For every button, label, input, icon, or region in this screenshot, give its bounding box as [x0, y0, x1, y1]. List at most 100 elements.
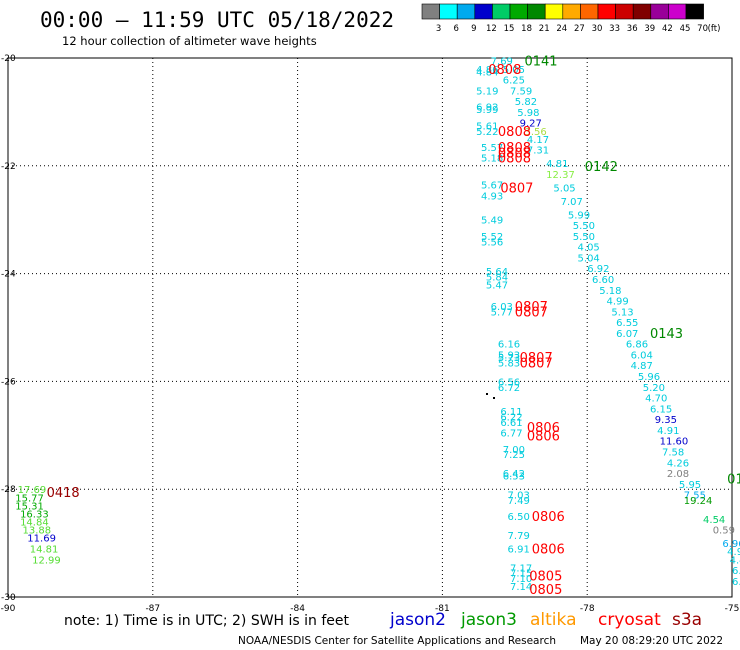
wave-height-label: 5.18 [599, 286, 621, 297]
wave-height-label: 5.19 [476, 86, 498, 97]
wave-height-label: 6.91 [508, 544, 530, 555]
wave-height-label: 14.84 [20, 518, 49, 529]
data-labels: 7.694.864.84 5.056.255.19 7.595.826.925.99… [15, 57, 740, 594]
wave-height-label: 4.98 [727, 547, 740, 558]
footer-note: note: 1) Time is in UTC; 2) SWH is in fe… [64, 613, 350, 629]
colorbar-label: 21 [539, 24, 550, 34]
y-tick-label: -22 [1, 162, 16, 172]
pass-time-label: 0805 [529, 569, 562, 584]
wave-height-label: 6.03 [491, 302, 513, 313]
wave-height-label: 5.77 [491, 307, 513, 318]
wave-height-label: 4.99 [607, 297, 629, 308]
wave-height-label: 7.58 [662, 447, 684, 458]
wave-height-label: 7.10 [510, 574, 532, 585]
wave-height-label: 5.95 [679, 480, 701, 491]
colorbar-label: 18 [521, 24, 532, 34]
track-marker [486, 393, 495, 399]
wave-height-label: 5.57 [481, 143, 503, 154]
wave-height-label: 9.35 [655, 415, 677, 426]
colorbar-swatch [580, 3, 599, 20]
pass-time-label: 0807 [515, 300, 548, 315]
wave-height-label: 7.25 [503, 450, 525, 461]
wave-height-label: 2.08 [667, 469, 689, 480]
wave-height-label: 6.07 [616, 329, 638, 340]
colorbar-label: 45 [680, 24, 691, 34]
wave-height-label: 7.15 [510, 569, 532, 580]
pass-time-label: 0806 [532, 542, 565, 557]
satellite-legend: jason2 jason3 altika cryosat s3a [389, 610, 702, 630]
pass-time-label: 0141 [524, 55, 557, 70]
colorbar-label: 30 [592, 24, 603, 34]
colorbar-label: 6 [453, 24, 458, 34]
wave-height-label: 6.96 [722, 539, 740, 550]
wave-height-label: 7.17 [510, 563, 532, 574]
pass-time-label: 0808 [498, 146, 531, 161]
colorbar-swatch [685, 3, 704, 20]
wave-height-label: 5.04 [578, 253, 600, 264]
colorbar-label: 42 [662, 24, 673, 34]
colorbar-label: 12 [486, 24, 497, 34]
wave-height-label: 5.52 [481, 232, 503, 243]
y-tick-label: -20 [1, 54, 16, 64]
pass-time-label: 0418 [47, 486, 80, 501]
wave-height-label: 5.49 [481, 216, 503, 227]
wave-height-label: 5.05 [553, 183, 575, 194]
wave-height-label: 4.17 [527, 135, 549, 146]
wave-height-label: 4.44 [730, 555, 740, 566]
colorbar-swatch [509, 3, 528, 20]
pass-time-label: 0143 [650, 327, 683, 342]
legend-s3a: s3a [672, 610, 702, 630]
wave-height-label: 6.50 [508, 512, 530, 523]
pass-time-label: 0808 [498, 152, 531, 167]
wave-height-label: 5.73 [498, 353, 520, 364]
pass-time-label: 0806 [527, 429, 560, 444]
plot-area: -90 -87 -84 -81 -78 -75 -20 -22 -24 -26 -28 -30 7.6… [1, 54, 740, 614]
wave-height-label: 3.56 [524, 127, 546, 138]
wave-height-label: 7.31 [527, 146, 549, 157]
x-tick-label: -78 [580, 604, 595, 614]
pass-time-label: 0805 [529, 583, 562, 598]
wave-height-label: 5.13 [611, 307, 633, 318]
wave-height-label: 7.55 [684, 491, 706, 502]
wave-height-label: 6.92 [587, 264, 609, 275]
plot-frame [7, 57, 733, 598]
colorbar-swatch [668, 3, 687, 20]
wave-height-label: 6.72 [498, 383, 520, 394]
colorbar-swatch [562, 3, 581, 20]
pass-time-label: 0808 [498, 125, 531, 140]
wave-height-label: 11.69 [27, 534, 56, 545]
y-tick-label: -28 [1, 485, 16, 495]
wave-height-label: 6.55 [616, 318, 638, 329]
wave-height-label: 5.99 [476, 105, 498, 116]
legend-altika: altika [530, 610, 577, 630]
colorbar-label: 9 [471, 24, 476, 34]
wave-height-label: 0.59 [713, 526, 735, 537]
colorbar-swatch [650, 3, 669, 20]
y-tick-label: -24 [1, 270, 16, 280]
pass-time-label: 0807 [520, 357, 553, 372]
wave-height-label: 6.60 [592, 275, 614, 286]
grid-lines [8, 58, 732, 597]
x-tick-label: -84 [290, 604, 305, 614]
colorbar-label: 15 [504, 24, 515, 34]
wave-height-label: 5.20 [643, 383, 665, 394]
colorbar-label: 39 [644, 24, 655, 34]
colorbar-label: 3 [436, 24, 441, 34]
wave-height-label: 6.11 [500, 407, 522, 418]
colorbar-swatch [456, 3, 476, 20]
wave-height-label: 16.33 [20, 509, 49, 520]
colorbar-legend: 3 6 9 12 15 18 21 24 27 30 33 36 39 42 45 70 (ft) [421, 3, 720, 34]
axis-labels: -90 -87 -84 -81 -78 -75 -20 -22 -24 -26 -28 -30 [1, 54, 740, 614]
wave-height-label: 6.53 [503, 472, 525, 483]
x-tick-label: -87 [145, 604, 160, 614]
wave-height-label: 15.77 [15, 493, 44, 504]
x-tick-label: -75 [725, 604, 740, 614]
wave-height-label: 5.67 [481, 181, 503, 192]
legend-jason3: jason3 [460, 610, 517, 630]
y-tick-label: -30 [1, 593, 16, 603]
x-tick-label: -90 [1, 604, 16, 614]
colorbar-swatch [421, 3, 440, 20]
colorbar-swatch [439, 3, 458, 20]
chart-subtitle: 12 hour collection of altimeter wave hei… [62, 34, 317, 48]
pass-time-label: 0807 [500, 181, 533, 196]
